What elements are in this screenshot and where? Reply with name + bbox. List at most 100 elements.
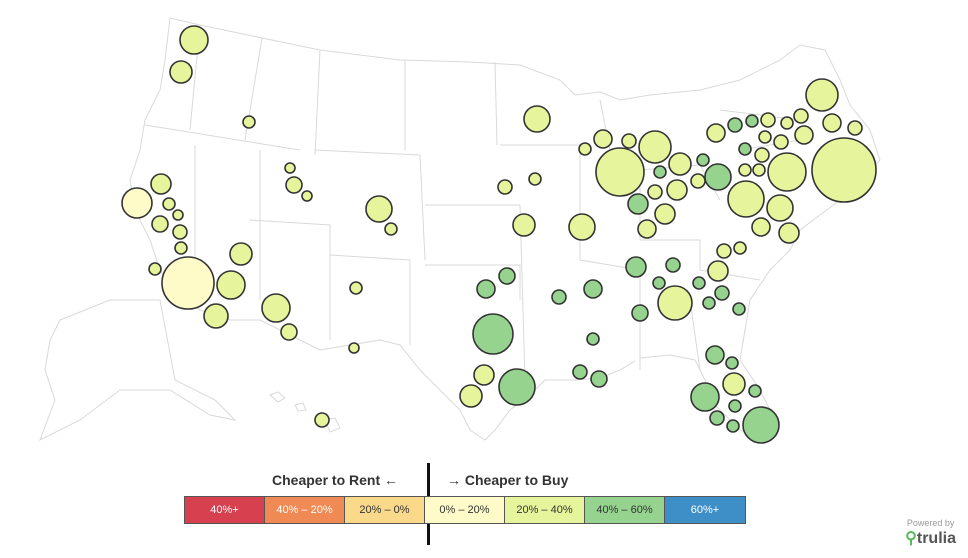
metro-bubble[interactable] <box>216 270 246 300</box>
metro-bubble[interactable] <box>551 289 567 305</box>
metro-bubble[interactable] <box>523 105 551 133</box>
metro-bubble[interactable] <box>793 108 809 124</box>
trulia-branding[interactable]: Powered by ⚲trulia <box>905 518 956 548</box>
metro-bubble[interactable] <box>727 180 765 218</box>
metro-bubble[interactable] <box>722 372 746 396</box>
metro-bubble[interactable] <box>625 256 647 278</box>
metro-bubble[interactable] <box>593 129 613 149</box>
metro-bubble[interactable] <box>349 281 363 295</box>
metro-bubble[interactable] <box>151 215 169 233</box>
metro-bubble[interactable] <box>653 165 667 179</box>
metro-bubble[interactable] <box>709 410 725 426</box>
metro-bubble[interactable] <box>637 219 657 239</box>
metro-bubble[interactable] <box>696 153 710 167</box>
metro-bubble[interactable] <box>280 323 298 341</box>
metro-bubble[interactable] <box>690 173 706 189</box>
metro-bubble[interactable] <box>169 60 193 84</box>
metro-bubble[interactable] <box>242 115 256 129</box>
metro-bubble[interactable] <box>121 187 153 219</box>
metro-bubble[interactable] <box>631 304 649 322</box>
metro-bubble[interactable] <box>627 193 649 215</box>
metro-bubble[interactable] <box>811 137 877 203</box>
metro-bubble[interactable] <box>716 243 732 259</box>
metro-bubble[interactable] <box>794 125 814 145</box>
metro-bubble[interactable] <box>498 368 536 406</box>
metro-bubble[interactable] <box>647 184 663 200</box>
metro-bubble[interactable] <box>638 130 672 164</box>
metro-bubble[interactable] <box>725 356 739 370</box>
metro-bubble[interactable] <box>738 163 752 177</box>
metro-bubble[interactable] <box>472 313 514 355</box>
metro-bubble[interactable] <box>150 173 172 195</box>
metro-bubble[interactable] <box>365 195 393 223</box>
metro-bubble[interactable] <box>172 224 188 240</box>
metro-bubble[interactable] <box>148 262 162 276</box>
metro-bubble[interactable] <box>733 241 747 255</box>
metro-bubble[interactable] <box>706 123 726 143</box>
metro-bubble[interactable] <box>707 260 729 282</box>
metro-bubble[interactable] <box>314 412 330 428</box>
metro-bubble[interactable] <box>654 203 676 225</box>
metro-bubble[interactable] <box>161 256 215 310</box>
metro-bubble[interactable] <box>162 197 176 211</box>
metro-bubble[interactable] <box>668 152 692 176</box>
metro-bubble[interactable] <box>476 279 496 299</box>
metro-bubble[interactable] <box>760 112 776 128</box>
metro-bubble[interactable] <box>572 364 588 380</box>
metro-bubble[interactable] <box>348 342 360 354</box>
metro-bubble[interactable] <box>657 285 693 321</box>
metro-bubble[interactable] <box>778 222 800 244</box>
metro-bubble[interactable] <box>578 142 592 156</box>
metro-bubble[interactable] <box>728 399 742 413</box>
metro-bubble[interactable] <box>748 384 762 398</box>
metro-bubble[interactable] <box>767 152 807 192</box>
metro-bubble[interactable] <box>766 194 794 222</box>
metro-bubble[interactable] <box>586 332 600 346</box>
metro-bubble[interactable] <box>704 163 732 191</box>
metro-bubble[interactable] <box>732 302 746 316</box>
metro-bubble[interactable] <box>714 285 730 301</box>
metro-bubble[interactable] <box>690 382 720 412</box>
metro-bubble[interactable] <box>590 370 608 388</box>
metro-bubble[interactable] <box>742 406 780 444</box>
metro-bubble[interactable] <box>692 276 706 290</box>
metro-bubble[interactable] <box>284 162 296 174</box>
metro-bubble[interactable] <box>822 113 842 133</box>
metro-bubble[interactable] <box>498 267 516 285</box>
metro-bubble[interactable] <box>702 296 716 310</box>
metro-bubble[interactable] <box>301 190 313 202</box>
metro-bubble[interactable] <box>745 114 759 128</box>
metro-bubble[interactable] <box>473 364 495 386</box>
metro-bubble[interactable] <box>751 217 771 237</box>
metro-bubble[interactable] <box>738 142 752 156</box>
metro-bubble[interactable] <box>666 179 688 201</box>
metro-bubble[interactable] <box>179 25 209 55</box>
metro-bubble[interactable] <box>752 163 766 177</box>
metro-bubble[interactable] <box>459 384 483 408</box>
metro-bubble[interactable] <box>726 419 740 433</box>
metro-bubble[interactable] <box>172 209 184 221</box>
metro-bubble[interactable] <box>203 303 229 329</box>
metro-bubble[interactable] <box>758 130 772 144</box>
metro-bubble[interactable] <box>780 116 794 130</box>
metro-bubble[interactable] <box>528 172 542 186</box>
metro-bubble[interactable] <box>665 257 681 273</box>
metro-bubble[interactable] <box>568 213 596 241</box>
metro-bubble[interactable] <box>174 241 188 255</box>
metro-bubble[interactable] <box>261 293 291 323</box>
metro-bubble[interactable] <box>285 176 303 194</box>
metro-bubble[interactable] <box>621 133 637 149</box>
metro-bubble[interactable] <box>805 78 839 112</box>
metro-bubble[interactable] <box>727 117 743 133</box>
metro-bubble[interactable] <box>847 120 863 136</box>
metro-bubble[interactable] <box>754 147 770 163</box>
metro-bubble[interactable] <box>705 345 725 365</box>
metro-bubble[interactable] <box>595 147 645 197</box>
metro-bubble[interactable] <box>652 276 666 290</box>
metro-bubble[interactable] <box>583 279 603 299</box>
metro-bubble[interactable] <box>512 213 536 237</box>
metro-bubble[interactable] <box>773 134 789 150</box>
metro-bubble[interactable] <box>384 222 398 236</box>
metro-bubble[interactable] <box>497 179 513 195</box>
metro-bubble[interactable] <box>229 242 253 266</box>
